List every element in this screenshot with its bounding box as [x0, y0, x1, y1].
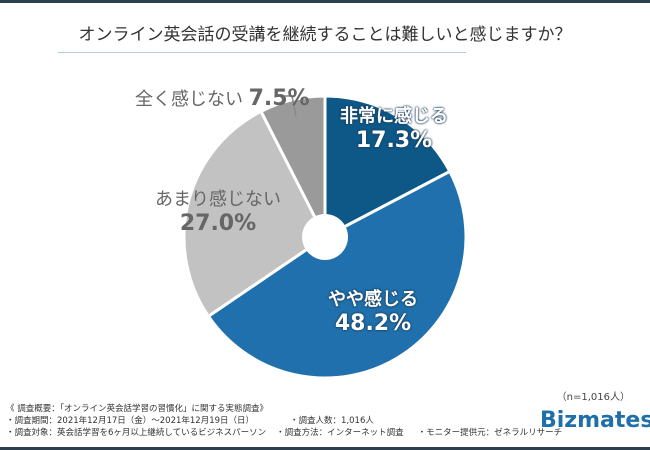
label-category-0: 非常に感じる 17.3%: [340, 106, 448, 153]
sample-size: （n=1,016人）: [556, 392, 630, 403]
bottom-border: [0, 447, 650, 450]
notes-method: ・調査方法：インターネット調査: [276, 428, 404, 438]
pie-slice-2: [182, 109, 327, 319]
top-border: [0, 0, 650, 3]
notes-period: ・調査期間：2021年12月17日（金）～2021年12月19日（日）: [6, 416, 255, 426]
bizmates-logo: Bizmates: [540, 408, 650, 433]
donut-hole: [302, 214, 348, 260]
pie-slice-0: [323, 94, 452, 240]
leader-line: [284, 95, 297, 117]
notes-target: ・調査対象：英会話学習を6ヶ月以上継続しているビジネスパーソン: [6, 428, 267, 438]
notes-provider: ・モニター提供元：ゼネラルリサーチ: [417, 428, 563, 438]
title-underline: [58, 52, 466, 53]
label-category-2: あまり感じない 27.0%: [155, 189, 281, 236]
notes-heading: 《 調査概要：「オンライン英会話学習の習慣化」に関する実態調査》: [6, 404, 268, 414]
label-category-1: やや感じる 48.2%: [328, 289, 418, 336]
chart-title: オンライン英会話の受講を継続することは難しいと感じますか？: [78, 25, 572, 45]
notes-count: ・調査人数：1,016人: [290, 416, 374, 426]
survey-notes: 《 調査概要：「オンライン英会話学習の習慣化」に関する実態調査》 ・調査期間：2…: [6, 403, 562, 439]
label-category-3: 全く感じない 7.5%: [135, 86, 310, 111]
pie-slice-1: [206, 169, 468, 380]
